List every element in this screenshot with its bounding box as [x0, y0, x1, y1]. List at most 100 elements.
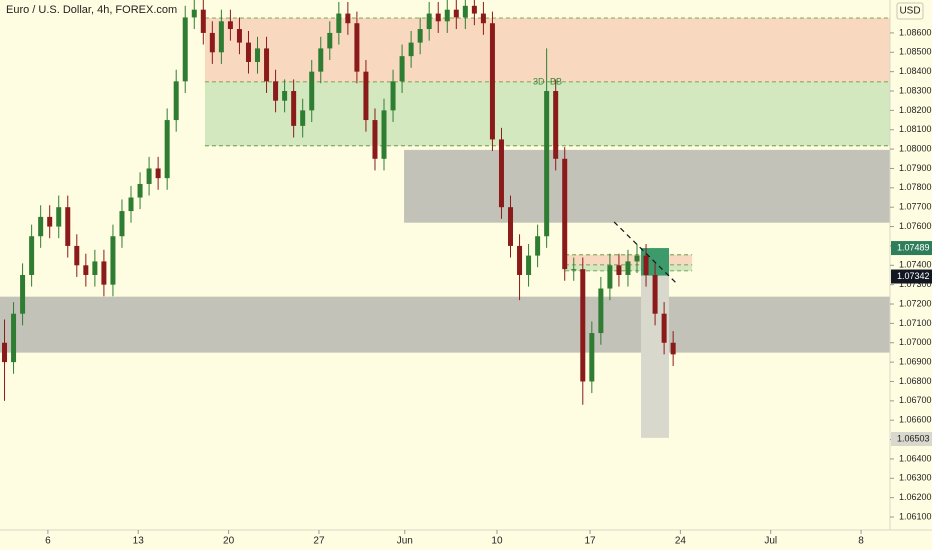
candle-body	[128, 197, 134, 212]
y-tick-label: 1.06600	[899, 415, 932, 425]
x-tick-label: Jun	[397, 536, 413, 547]
price-marker-label: 1.07489	[897, 242, 930, 252]
candle-body	[453, 9, 459, 18]
currency-box[interactable]	[896, 2, 924, 20]
price-marker	[891, 269, 932, 284]
candle-body	[336, 13, 342, 33]
candle-body	[38, 216, 44, 237]
candle-body	[300, 110, 306, 126]
candle-body	[291, 91, 297, 126]
candle-body	[526, 255, 532, 275]
y-tick-label: 1.06100	[899, 511, 932, 521]
candle-body	[11, 313, 17, 363]
candle-body	[20, 274, 26, 314]
currency: USD	[899, 6, 920, 17]
candle-body	[643, 255, 649, 275]
candle-body	[652, 274, 658, 314]
zone	[0, 296, 890, 353]
candle-body	[273, 81, 279, 101]
candle-body	[255, 48, 261, 62]
x-tick-label: 27	[313, 536, 325, 547]
candle-body	[182, 17, 188, 82]
candle-body	[236, 29, 242, 43]
y-tick-label: 1.08500	[899, 47, 932, 57]
candle-body	[363, 71, 369, 121]
candle-body	[191, 9, 197, 18]
candle-body	[390, 81, 396, 111]
y-tick-label: 1.06900	[899, 356, 932, 366]
candle-body	[417, 29, 423, 43]
trendline	[613, 221, 679, 286]
plot-area: 3D -BB	[0, 0, 890, 438]
y-tick-label: 1.06300	[899, 473, 932, 483]
candle-body	[381, 110, 387, 159]
candle-body	[661, 313, 667, 343]
y-tick-label: 1.08100	[899, 124, 932, 134]
x-tick-label: 10	[491, 536, 503, 547]
y-tick-label: 1.08400	[899, 66, 932, 76]
candle-body	[83, 265, 89, 275]
candle-body	[571, 269, 577, 271]
candle-body	[309, 71, 315, 111]
candle-body	[345, 13, 351, 24]
candle-body	[137, 183, 143, 198]
candle-body	[589, 333, 595, 382]
candle-body	[625, 261, 631, 275]
price-marker	[891, 431, 932, 446]
candle-body	[155, 168, 161, 179]
candle-body	[616, 265, 622, 275]
candle-body	[354, 23, 360, 72]
y-tick-label: 1.06800	[899, 376, 932, 386]
price-marker-label: 1.06503	[897, 433, 930, 443]
candle-body	[498, 139, 504, 208]
candle-body	[173, 81, 179, 121]
candle-body	[74, 245, 80, 266]
candle-body	[327, 32, 333, 49]
candle-body	[92, 261, 98, 275]
zone	[404, 149, 890, 223]
candle-body	[47, 216, 53, 227]
x-tick-label: 24	[675, 536, 687, 547]
x-tick-label: 13	[133, 536, 145, 547]
candle-body	[101, 261, 107, 285]
candle-body	[146, 168, 152, 184]
candle-body	[200, 9, 206, 33]
candle-body	[508, 207, 514, 246]
x-tick-label: 6	[45, 536, 51, 547]
y-tick-label: 1.07600	[899, 221, 932, 231]
candle-body	[264, 48, 270, 82]
y-tick-label: 1.07200	[899, 298, 932, 308]
y-tick-label: 1.08200	[899, 105, 932, 115]
candle-body	[598, 288, 604, 334]
candle-body	[553, 91, 559, 159]
x-tick-label: Jul	[764, 536, 777, 547]
candle-body	[562, 158, 568, 270]
y-tick-label: 1.07300	[899, 279, 932, 289]
candle-body	[372, 120, 378, 159]
x-tick-label: 17	[584, 536, 596, 547]
candle-body	[535, 236, 541, 256]
candle-body	[245, 42, 251, 62]
candle-body	[444, 9, 450, 22]
candle-body	[110, 236, 116, 285]
candle-body	[580, 269, 586, 382]
y-tick-label: 1.08600	[899, 27, 932, 37]
y-tick-label: 1.06700	[899, 395, 932, 405]
zone	[565, 254, 693, 265]
price-marker	[891, 241, 932, 256]
x-tick-label: 20	[223, 536, 235, 547]
candle-body	[607, 265, 613, 289]
candle-body	[119, 211, 125, 237]
candle-body	[164, 120, 170, 179]
x-tick-label: 8	[858, 536, 864, 547]
candle-body	[227, 21, 233, 30]
y-tick-label: 1.07400	[899, 260, 932, 270]
y-tick-label: 1.06400	[899, 453, 932, 463]
candle-body	[282, 91, 288, 101]
candle-body	[408, 42, 414, 57]
y-tick-label: 1.08300	[899, 85, 932, 95]
candle-body	[318, 48, 324, 72]
y-tick-label: 1.07700	[899, 202, 932, 212]
candle-body	[426, 13, 432, 30]
